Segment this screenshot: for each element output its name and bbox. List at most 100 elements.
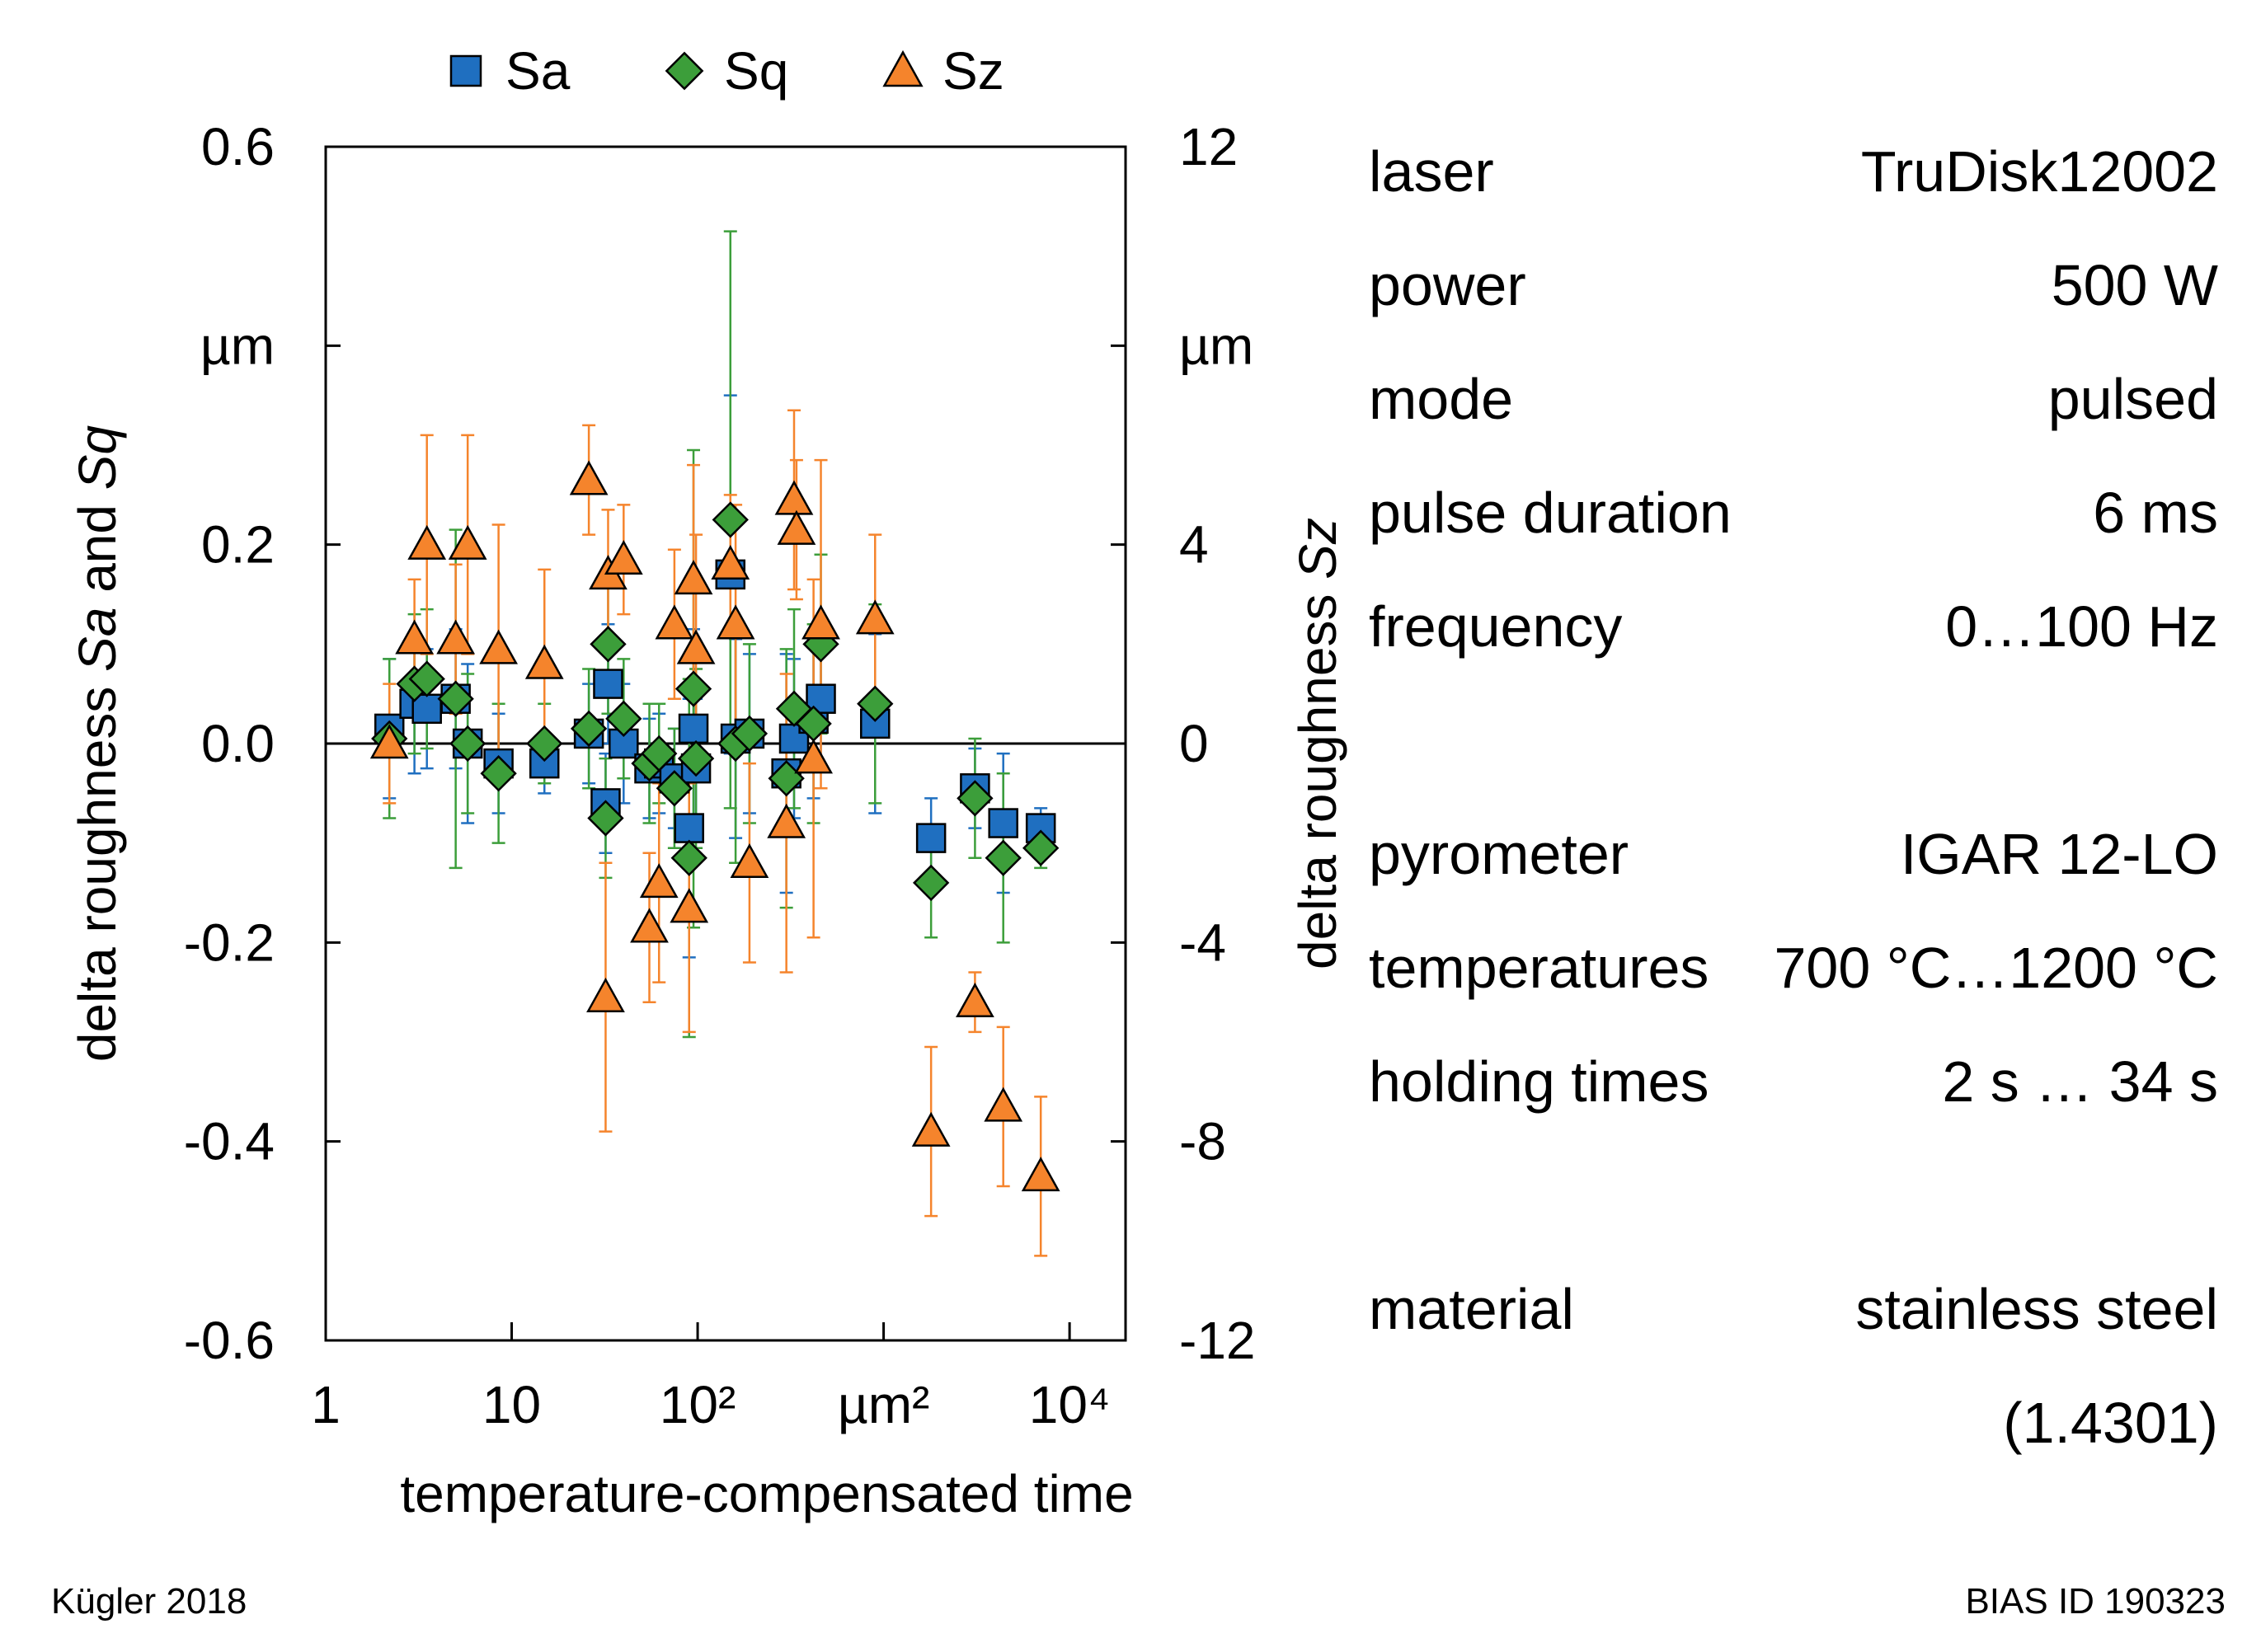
sz-point	[569, 460, 609, 495]
sa-point	[678, 713, 709, 744]
param-value: 6 ms	[2093, 481, 2218, 545]
x-tick-label: µm²	[838, 1375, 930, 1434]
sz-point	[674, 560, 713, 595]
sz-point	[448, 524, 487, 560]
sz-point	[956, 982, 994, 1017]
sz-point	[586, 977, 625, 1012]
sz-point	[794, 739, 833, 774]
series-sa-markers	[374, 559, 1056, 853]
y-left-axis-title: delta roughness Sa and Sq	[68, 425, 127, 1063]
sz-point	[716, 604, 755, 640]
y-right-tick-label: 0	[1179, 714, 1209, 773]
sq-point	[731, 715, 769, 753]
sq-point	[912, 864, 950, 902]
sz-point	[479, 629, 518, 664]
param-laser: laser TruDisk12002	[1369, 138, 2218, 213]
sz-point	[774, 480, 814, 515]
sa-point	[674, 813, 704, 843]
sq-point	[605, 700, 642, 738]
param-label: temperatures	[1369, 936, 1709, 1000]
sq-point	[408, 660, 445, 697]
param-temperatures: temperatures 700 °C…1200 °C	[1369, 935, 2218, 1009]
sz-point	[911, 1111, 951, 1147]
sz-point	[1021, 1157, 1060, 1192]
sz-point	[670, 888, 709, 923]
param-value: pulsed	[2047, 367, 2218, 431]
y-left-tick-label: 0.2	[201, 515, 275, 575]
param-holding-times: holding times 2 s … 34 s	[1369, 1049, 2218, 1123]
sq-point	[677, 739, 715, 777]
sq-point	[587, 800, 624, 837]
param-label: pulse duration	[1369, 481, 1732, 545]
param-value: IGAR 12-LO	[1900, 822, 2218, 886]
param-label: power	[1369, 253, 1526, 317]
x-axis-title: temperature-compensated time	[400, 1464, 1133, 1523]
series-sa	[383, 394, 1048, 959]
param-mode: mode pulsed	[1369, 366, 2218, 440]
y-left-tick-label: µm	[200, 316, 275, 375]
y-left-tick-label: -0.6	[184, 1311, 275, 1370]
legend-sq-label: Sq	[724, 41, 788, 101]
sz-point	[777, 509, 816, 545]
sq-point	[670, 839, 707, 876]
param-label: laser	[1369, 139, 1494, 204]
bias-id: BIAS ID 190323	[1965, 1581, 2226, 1621]
param-value: 700 °C…1200 °C	[1774, 936, 2218, 1000]
series-sq	[383, 230, 1048, 1039]
series-sq-markers	[371, 501, 1060, 902]
x-tick-label: 10⁴	[1029, 1375, 1111, 1434]
sq-point	[590, 626, 627, 663]
y-right-axis-title-part: delta roughness	[1288, 580, 1347, 969]
y-right-axis-title: delta roughness Sz	[1288, 518, 1347, 969]
param-label: pyrometer	[1369, 822, 1629, 886]
y-left-tick-label: -0.2	[184, 913, 275, 972]
x-tick-label: 10	[482, 1375, 541, 1434]
y-left-axis-title-part: Sq	[68, 425, 127, 490]
sz-point	[369, 724, 409, 759]
param-value: stainless steel	[1855, 1277, 2218, 1341]
legend-sz-icon	[882, 49, 924, 87]
param-value: 2 s … 34 s	[1942, 1049, 2218, 1114]
author-credit: Kügler 2018	[51, 1581, 247, 1621]
sq-point	[712, 501, 749, 538]
param-label: frequency	[1369, 594, 1623, 659]
sz-point	[711, 544, 750, 580]
param-material-number: (1.4301)	[1369, 1390, 2218, 1464]
sq-point	[857, 685, 894, 722]
y-left-axis-title-part: delta roughness	[68, 672, 127, 1062]
sq-point	[526, 725, 563, 763]
param-value: (1.4301)	[2003, 1391, 2218, 1455]
legend-sz-label: Sz	[942, 41, 1004, 101]
sa-point	[593, 669, 623, 699]
sq-point	[449, 725, 487, 763]
sa-point	[915, 823, 947, 853]
param-pyrometer: pyrometer IGAR 12-LO	[1369, 821, 2218, 895]
sz-point	[407, 524, 447, 560]
sq-point	[641, 734, 678, 772]
legend-sa-label: Sa	[505, 41, 571, 101]
sz-point	[801, 604, 840, 640]
y-left-axis-title-part: and	[68, 490, 127, 607]
param-value: 500 W	[2051, 253, 2218, 317]
sq-point	[570, 710, 608, 748]
param-power: power 500 W	[1369, 252, 2218, 326]
sq-point	[1022, 829, 1060, 866]
legend: Sa Sq Sz	[449, 41, 1004, 101]
param-value: 0…100 Hz	[1945, 594, 2218, 659]
x-tick-label: 10²	[660, 1375, 736, 1434]
sq-point	[480, 755, 517, 792]
y-left-tick-label: 0.0	[201, 714, 275, 773]
y-right-axis-title-part: Sz	[1288, 518, 1347, 580]
param-value: TruDisk12002	[1860, 139, 2218, 204]
sz-point	[655, 604, 694, 640]
sz-point	[767, 803, 806, 838]
sz-point	[984, 1086, 1023, 1122]
y-right-tick-label: µm	[1179, 316, 1253, 375]
param-material: material stainless steel	[1369, 1276, 2218, 1350]
legend-sq-icon	[665, 51, 704, 91]
sq-point	[437, 680, 474, 717]
param-pulse-duration: pulse duration 6 ms	[1369, 480, 2218, 554]
series-sz-markers	[369, 460, 1060, 1192]
param-label: holding times	[1369, 1049, 1709, 1114]
